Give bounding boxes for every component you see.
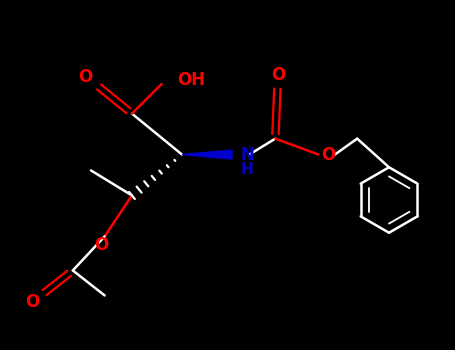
Polygon shape <box>182 150 232 159</box>
Text: O: O <box>321 146 336 164</box>
Text: OH: OH <box>177 71 206 89</box>
Text: O: O <box>25 293 39 311</box>
Text: O: O <box>94 236 108 253</box>
Text: N: N <box>240 146 254 163</box>
Text: H: H <box>240 162 253 177</box>
Text: O: O <box>271 66 286 84</box>
Text: O: O <box>78 68 93 86</box>
